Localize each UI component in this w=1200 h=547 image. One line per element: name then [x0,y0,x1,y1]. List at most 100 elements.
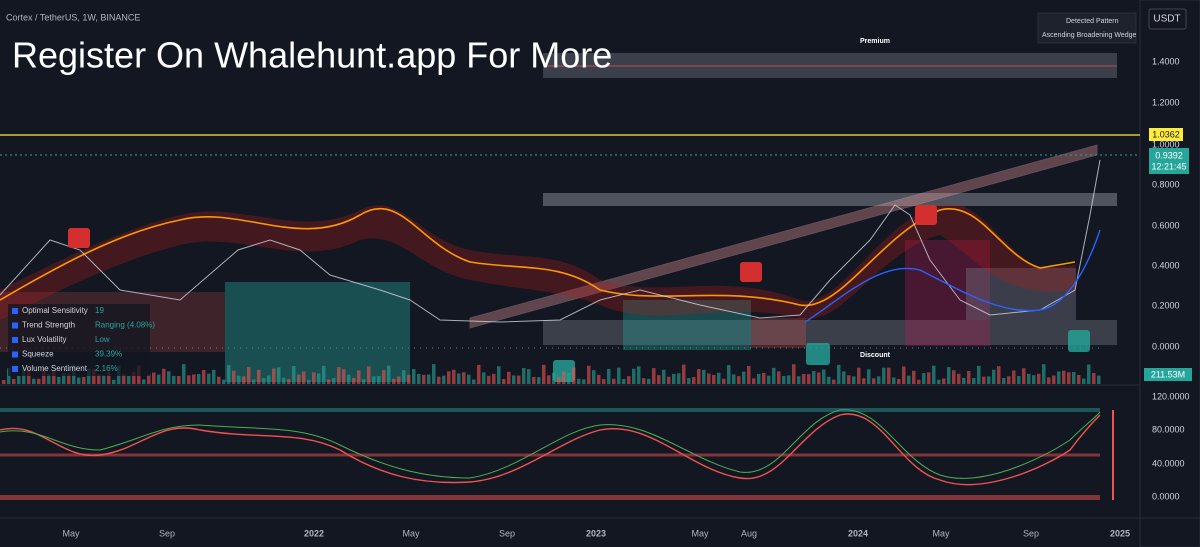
dashboard-label: Optimal Sensitivity [22,306,88,315]
volume-bar [892,377,896,384]
volume-bar [442,375,446,384]
volume-bar [82,377,86,384]
volume-bar [452,369,456,384]
price-tick-label: 0.8000 [1152,179,1180,189]
red-block [751,318,806,348]
volume-bar [997,366,1001,384]
volume-bar [497,366,501,384]
oscillator-tick-label: 0.0000 [1152,491,1180,501]
price-tick-label: 0.6000 [1152,220,1180,230]
volume-bar [342,369,346,384]
volume-bar [287,379,291,384]
volume-bar [262,378,266,384]
symbol-title: Cortex / TetherUS, 1W, BINANCE [6,12,140,22]
dashboard-value: Ranging (4.08%) [95,321,155,330]
volume-bar [1087,364,1091,384]
volume-bar [907,375,911,384]
volume-bar [837,364,841,384]
high-tag [1149,128,1183,141]
pattern-box [1037,12,1137,44]
equilibrium-zone [543,193,1117,206]
dashboard-icon [12,351,18,358]
oscillator-tick-label: 80.0000 [1152,424,1185,434]
trend-strip [0,495,1100,500]
volume-bar [217,376,221,384]
volume-bar [412,369,416,384]
volume-bar [322,365,326,384]
trend-cloud [0,203,1075,320]
volume-bar [882,367,886,384]
volume-bar [537,377,541,384]
volume-bar [142,379,146,384]
volume-bar [682,364,686,384]
volume-bar [767,375,771,384]
oscillator-tick-label: 40.0000 [1152,458,1185,468]
volume-bar [517,375,521,384]
volume-bar [562,371,566,384]
dashboard-value: 2.16% [95,364,118,373]
buy-signal [806,343,830,365]
volume-bar [417,373,421,384]
dashboard-label: Trend Strength [22,321,75,330]
volume-bar [657,375,661,384]
volume-bar [182,364,186,384]
high-tag-text: 1.0362 [1152,129,1180,139]
volume-bar [1047,377,1051,384]
volume-bar [617,367,621,384]
volume-bar [12,379,16,384]
volume-bar [247,367,251,384]
volume-bar [722,378,726,384]
red-block [905,240,990,346]
volume-bar [632,368,636,384]
volume-bar [1057,371,1061,384]
volume-bar [802,374,806,384]
volume-bar [897,378,901,384]
volume-bar [772,367,776,384]
oscillator-tick-label: 120.0000 [1152,391,1190,401]
volume-bar [152,372,156,384]
volume-bar [167,371,171,384]
volume-bar [912,370,916,384]
volume-bar [502,378,506,384]
volume-bar [432,364,436,384]
volume-bar [842,371,846,384]
volume-bar [177,375,181,384]
sell-signal [740,262,762,282]
volume-bar [1037,373,1041,384]
price-tick-label: 1.0000 [1152,139,1180,149]
volume-bar [522,367,526,384]
volume-bar [207,373,211,384]
dashboard-value: Low [95,335,110,344]
volume-bar [377,376,381,384]
currency-button[interactable] [1148,8,1187,30]
discount-label: Discount [860,352,891,359]
volume-bar [592,370,596,384]
discount-zone [543,320,1117,345]
volume-bar [172,375,176,384]
volume-bar [717,372,721,384]
last-tag-text: 0.9392 [1155,150,1183,160]
volume-bar [492,373,496,384]
volume-bar [57,376,61,384]
volume-bar [87,369,91,384]
volume-bar [127,376,131,384]
volume-bar [157,374,161,384]
grey-block [966,268,1076,320]
volume-bar [362,379,366,384]
price-tick-label: 0.2000 [1152,300,1180,310]
volume-tag [1144,368,1192,381]
volume-bar [922,373,926,384]
volume-bar [147,374,151,384]
volume-bar [707,373,711,384]
dashboard-label: Lux Volatility [22,335,66,344]
volume-bar [987,376,991,384]
volume-bar [587,365,591,384]
volume-bar [977,365,981,384]
volume-bar [742,371,746,384]
price-tick-label: 1.2000 [1152,97,1180,107]
volume-bar [832,379,836,384]
volume-bar [292,366,296,384]
volume-bar [1097,375,1101,384]
volume-bar [827,376,831,384]
currency[interactable]: USDT [1153,14,1180,25]
